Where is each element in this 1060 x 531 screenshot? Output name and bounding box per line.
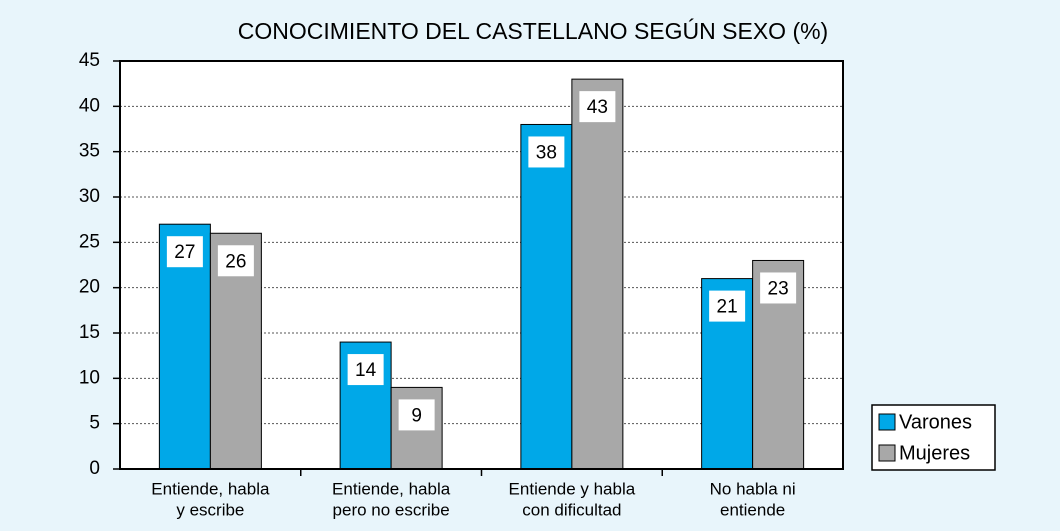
y-tick-label: 30: [79, 186, 100, 207]
x-tick-label: Entiende, habla: [151, 479, 270, 498]
chart-title: CONOCIMIENTO DEL CASTELLANO SEGÚN SEXO (…: [238, 18, 828, 44]
y-tick-label: 15: [79, 322, 100, 343]
value-label-box: [398, 399, 435, 431]
value-label-box: [166, 236, 203, 268]
bar: [571, 78, 624, 470]
legend-label: Mujeres: [899, 442, 970, 464]
y-tick-label: 45: [79, 50, 100, 71]
value-label: 21: [717, 297, 738, 318]
legend-label: Varones: [899, 411, 972, 433]
value-label-box: [579, 91, 616, 123]
x-tick-label: con dificultad: [522, 500, 621, 519]
x-tick-label: Entiende y habla: [509, 479, 636, 498]
legend-swatch: [878, 413, 896, 431]
bar: [520, 123, 573, 470]
value-label-box: [709, 290, 746, 322]
value-label: 14: [355, 360, 377, 381]
value-label-box: [528, 136, 565, 168]
x-tick-label: y escribe: [176, 500, 244, 519]
plot-border: [119, 60, 844, 470]
y-tick-label: 35: [79, 141, 100, 162]
y-tick-label: 40: [79, 95, 100, 116]
value-label: 9: [411, 405, 422, 426]
y-tick-label: 10: [79, 367, 100, 388]
value-label-box: [217, 245, 254, 277]
value-label-box: [347, 354, 384, 386]
value-label: 38: [536, 142, 557, 163]
value-label: 26: [225, 251, 246, 272]
y-tick-label: 0: [89, 458, 100, 479]
x-tick-label: No habla ni: [710, 479, 796, 498]
x-tick-label: Entiende, habla: [332, 479, 451, 498]
legend-swatch: [878, 444, 896, 462]
value-label: 23: [768, 278, 789, 299]
x-tick-label: pero no escribe: [333, 500, 450, 519]
value-label-box: [760, 272, 797, 304]
x-tick-label: entiende: [720, 500, 785, 519]
y-tick-label: 25: [79, 231, 100, 252]
y-tick-label: 5: [89, 413, 100, 434]
value-label: 27: [174, 242, 195, 263]
value-label: 43: [587, 97, 608, 118]
y-tick-label: 20: [79, 277, 100, 298]
